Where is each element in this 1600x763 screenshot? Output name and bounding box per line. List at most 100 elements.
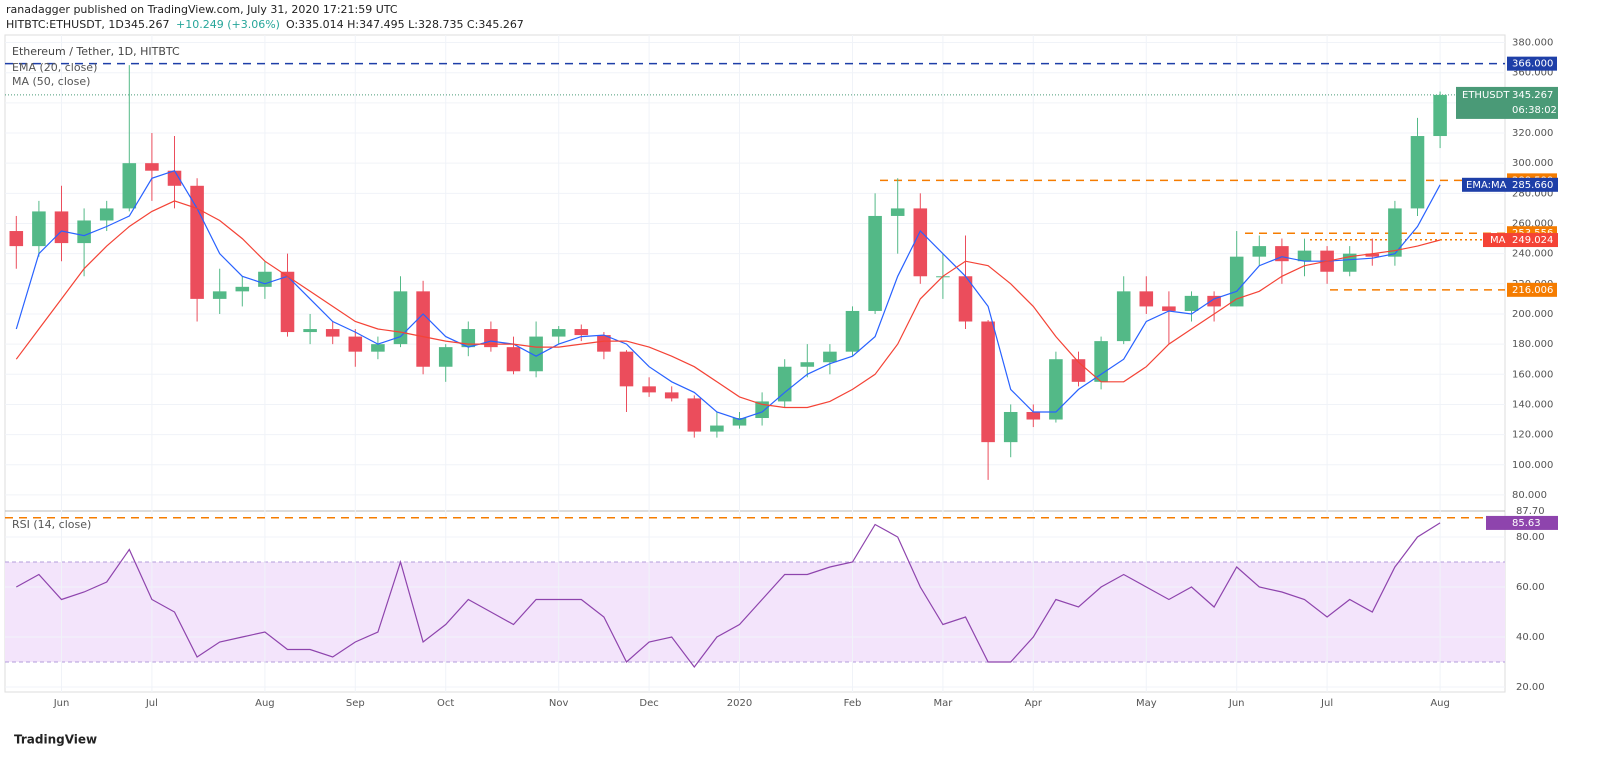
candle-body — [416, 291, 430, 367]
x-tick-label: Aug — [255, 698, 275, 709]
quote: 345.267 — [124, 18, 170, 31]
y-tick-label: 240.000 — [1512, 249, 1553, 260]
candle-body — [1410, 136, 1425, 209]
indicator-tag-name: EMA:MA — [1466, 180, 1507, 191]
candle-body — [1003, 411, 1018, 443]
indicator-tag-value: 285.660 — [1512, 180, 1553, 191]
rsi-line — [16, 522, 1441, 668]
x-tick-label: Jun — [1228, 698, 1245, 709]
price-tag-name: ETHUSDT — [1462, 90, 1510, 101]
legend-entry: EMA (20, close) — [12, 61, 97, 74]
y-tick-label: 80.000 — [1512, 490, 1547, 501]
footer[interactable]: TradingView — [14, 733, 97, 747]
candle-body — [551, 329, 566, 337]
candle-body — [303, 329, 317, 333]
candle-body — [1297, 250, 1312, 262]
candle-body — [845, 310, 860, 352]
candle-body — [77, 220, 91, 244]
candle-body — [574, 329, 589, 336]
candle-body — [122, 163, 137, 209]
rsi-level-label: 87.70 — [1516, 506, 1545, 517]
ohlc: O:335.014 H:347.495 L:328.735 C:345.267 — [286, 18, 524, 31]
rsi-title: RSI (14, close) — [12, 518, 91, 531]
candle-body — [1252, 246, 1267, 257]
y-tick-label: 260.000 — [1512, 218, 1553, 229]
symbol: HITBTC:ETHUSDT, 1D — [6, 18, 124, 31]
change: +10.249 (+3.06%) — [176, 18, 280, 31]
candle-body — [258, 271, 272, 287]
price-tag-value: 345.267 — [1512, 90, 1553, 101]
y-tick-label: 280.000 — [1512, 188, 1553, 199]
candle-body — [1094, 341, 1108, 382]
candle-body — [348, 336, 363, 352]
legend-entry: MA (50, close) — [12, 75, 90, 88]
indicator-tag-name: MA — [1490, 235, 1506, 246]
candle-body — [1342, 253, 1357, 272]
chart-title: Ethereum / Tether, 1D, HITBTC — [12, 45, 180, 58]
rsi-tag-value: 85.63 — [1512, 518, 1541, 529]
candle-body — [32, 211, 46, 247]
candle-body — [687, 398, 702, 432]
countdown: 06:38:02 — [1512, 105, 1557, 116]
candle-body — [506, 347, 521, 372]
rsi-tag — [1486, 515, 1558, 530]
x-tick-label: Mar — [933, 698, 953, 709]
x-tick-label: Apr — [1025, 698, 1043, 709]
candle-body — [619, 351, 634, 387]
x-tick-label: Jun — [53, 698, 70, 709]
plot-frame — [4, 34, 1506, 693]
candle-body — [1049, 359, 1063, 420]
y-tick-label: 360.000 — [1512, 68, 1553, 79]
x-tick-label: Aug — [1430, 698, 1450, 709]
indicator-tag — [1462, 177, 1558, 192]
x-tick-label: Jul — [145, 698, 158, 709]
candle-body — [597, 335, 611, 352]
x-tick-label: Oct — [437, 698, 454, 709]
x-tick-label: Feb — [844, 698, 862, 709]
x-tick-label: Dec — [639, 698, 658, 709]
rsi-band — [5, 562, 1505, 662]
x-tick-label: 2020 — [727, 698, 752, 709]
level-tag — [1507, 282, 1557, 297]
y-tick-label: 80.00 — [1516, 532, 1545, 543]
candle-body — [325, 329, 340, 337]
candle-body — [755, 401, 769, 419]
candle-body — [1207, 295, 1221, 307]
level-tag-label: 366.000 — [1512, 59, 1553, 70]
y-tick-label: 40.00 — [1516, 632, 1545, 643]
candle-body — [212, 291, 227, 299]
candle-body — [664, 392, 679, 399]
candle-body — [823, 351, 837, 363]
candle-body — [99, 208, 114, 221]
candle-body — [393, 291, 408, 345]
candle-body — [1229, 256, 1244, 307]
publisher: ranadagger published on TradingView.com,… — [6, 3, 398, 16]
candle-body — [1433, 94, 1447, 137]
indicator-tag-value: 249.024 — [1512, 235, 1553, 246]
candle-body — [1139, 291, 1154, 307]
candle-body — [9, 231, 24, 247]
candle-body — [1388, 208, 1402, 257]
candle-body — [371, 344, 385, 352]
x-tick-label: Nov — [549, 698, 569, 709]
y-tick-label: 300.000 — [1512, 158, 1553, 169]
indicator-line — [15, 200, 1441, 409]
level-tag — [1507, 56, 1557, 71]
candle-body — [958, 276, 973, 322]
indicator-tag — [1483, 233, 1558, 248]
candle-body — [1184, 295, 1199, 311]
y-tick-label: 320.000 — [1512, 128, 1553, 139]
y-tick-label: 140.000 — [1512, 399, 1553, 410]
candle-body — [1116, 291, 1131, 342]
level-tag-label: 216.006 — [1512, 285, 1553, 296]
y-tick-label: 200.000 — [1512, 309, 1553, 320]
x-tick-label: May — [1136, 698, 1157, 709]
candle-body — [461, 329, 476, 348]
y-tick-label: 160.000 — [1512, 369, 1553, 380]
candle-body — [1026, 411, 1041, 420]
y-tick-label: 100.000 — [1512, 460, 1553, 471]
candle-body — [280, 271, 295, 333]
candle-body — [529, 336, 543, 372]
y-tick-label: 60.00 — [1516, 582, 1545, 593]
